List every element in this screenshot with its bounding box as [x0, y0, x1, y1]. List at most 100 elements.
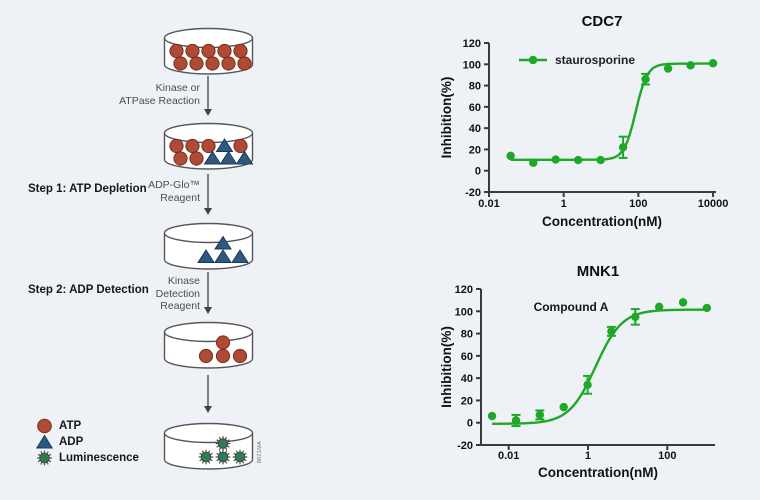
legend-label: Luminescence — [59, 452, 139, 464]
dish-rim — [163, 321, 254, 343]
data-point — [631, 312, 640, 322]
arrow-label-line: Kinase — [167, 275, 200, 287]
data-point — [654, 302, 664, 312]
y-tick-label: 0 — [475, 166, 481, 178]
x-tick-label: 10000 — [698, 198, 729, 210]
fit-curve — [510, 62, 713, 161]
atp-circle-icon — [232, 348, 248, 364]
data-point — [596, 155, 605, 165]
atp-circle-icon — [189, 151, 204, 166]
adp-triangle-icon — [214, 249, 232, 263]
workflow-arrow-1-icon — [204, 76, 212, 116]
x-tick-label: 1 — [561, 198, 567, 210]
data-point — [583, 380, 592, 390]
chart-title: MNK1 — [577, 263, 620, 280]
step1-label: Step 1: ATP Depletion — [28, 183, 147, 195]
adp-triangle-icon — [219, 150, 238, 165]
atp-circle-icon — [221, 56, 236, 71]
data-point — [529, 158, 538, 167]
atp-circle-icon — [185, 138, 200, 154]
legend-label: ATP — [59, 420, 82, 432]
series-legend-label: staurosporine — [555, 53, 635, 67]
arrow-label-line: Reagent — [160, 191, 200, 204]
dish-body — [163, 233, 254, 270]
y-tick-label: 80 — [469, 81, 481, 93]
luminescence-star-icon — [215, 449, 231, 465]
x-tick-label: 1 — [585, 450, 591, 462]
workflow-arrow-2-icon — [204, 174, 212, 215]
arrow-label-line: Detection — [155, 287, 200, 300]
y-tick-label: 100 — [455, 306, 473, 318]
chart-mnk1: -20 0 20 40 60 80 100 120 0.01 1 100 MNK1 Concentrat… — [439, 263, 715, 480]
y-tick-label: 0 — [467, 418, 473, 430]
x-tick-label: 100 — [658, 450, 676, 462]
arrow-label-line: Kinase or — [155, 82, 200, 94]
adp-triangle-icon — [235, 150, 254, 165]
y-tick-label: 40 — [461, 373, 473, 385]
data-point — [607, 327, 616, 336]
atp-circle-icon — [233, 138, 248, 154]
atp-circle-icon — [201, 43, 216, 59]
x-axis-label: Concentration(nM) — [542, 214, 662, 229]
luminescence-star-icon — [232, 449, 248, 465]
atp-circle-icon — [217, 43, 232, 59]
fit-curve — [492, 308, 707, 425]
y-tick-label: 40 — [469, 123, 481, 135]
arrow-label-line: Reagent — [160, 300, 200, 313]
y-tick-label: -20 — [465, 187, 481, 199]
dish-reaction-mix — [163, 122, 254, 170]
y-tick-label: 120 — [463, 38, 481, 50]
atp-circle-icon — [205, 56, 220, 71]
dish-reaction-start — [163, 27, 254, 75]
assay-workflow-diagram — [163, 27, 254, 470]
data-point — [641, 74, 650, 84]
arrow-label-kinase-reaction: Kinase or ATPase Reaction — [88, 82, 200, 107]
dish-rim — [163, 222, 254, 244]
chart-cdc7: -20 0 20 40 60 80 100 120 0.01 1 100 10000 CDC7 Conce… — [439, 13, 729, 229]
chart-annotation: Compound A — [534, 300, 609, 314]
y-tick-label: 20 — [469, 144, 481, 156]
atp-circle-icon — [237, 56, 252, 71]
data-point — [618, 143, 628, 152]
data-point — [573, 155, 583, 165]
data-point — [559, 402, 568, 412]
x-tick-label: 0.01 — [478, 198, 499, 210]
legend-item-adp: ADP — [36, 434, 139, 450]
data-point — [506, 151, 515, 161]
adp-triangle-icon — [214, 235, 232, 250]
atp-circle-icon — [189, 56, 204, 71]
data-point — [551, 155, 560, 164]
arrow-label-kinase-detection-reagent: Kinase Detection Reagent — [88, 275, 200, 313]
chart-title: CDC7 — [582, 13, 623, 30]
adp-triangle-icon — [231, 249, 249, 263]
atp-circle-icon — [37, 418, 52, 434]
legend-label: ADP — [59, 436, 84, 448]
y-tick-label: 20 — [461, 395, 473, 407]
y-tick-label: 120 — [455, 284, 473, 296]
data-point — [535, 410, 545, 420]
workflow-arrow-3-icon — [204, 272, 212, 314]
dish-atp-converted — [163, 321, 254, 369]
atp-circle-icon — [173, 151, 188, 166]
arrow-label-line: ATPase Reaction — [119, 94, 200, 107]
atp-circle-icon — [233, 43, 248, 59]
atp-circle-icon — [198, 348, 214, 364]
luminescence-star-icon — [198, 449, 214, 465]
dish-rim — [163, 422, 254, 444]
x-tick-label: 100 — [629, 198, 647, 210]
data-point — [686, 61, 695, 70]
arrow-label-adp-glo-reagent: ADP-Glo™ Reagent — [88, 179, 200, 204]
dish-body — [163, 433, 254, 470]
atp-circle-icon — [215, 348, 231, 364]
dish-luminescence — [163, 422, 254, 470]
data-point — [678, 298, 688, 307]
adp-triangle-icon — [197, 249, 215, 263]
legend-item-atp: ATP — [36, 418, 139, 434]
atp-circle-icon — [169, 43, 184, 59]
y-tick-label: 60 — [461, 351, 473, 363]
y-tick-label: 80 — [461, 329, 473, 341]
workflow-arrow-4-icon — [204, 375, 212, 413]
step2-label: Step 2: ADP Detection — [28, 284, 149, 296]
arrow-label-line: ADP-Glo™ — [148, 179, 200, 191]
